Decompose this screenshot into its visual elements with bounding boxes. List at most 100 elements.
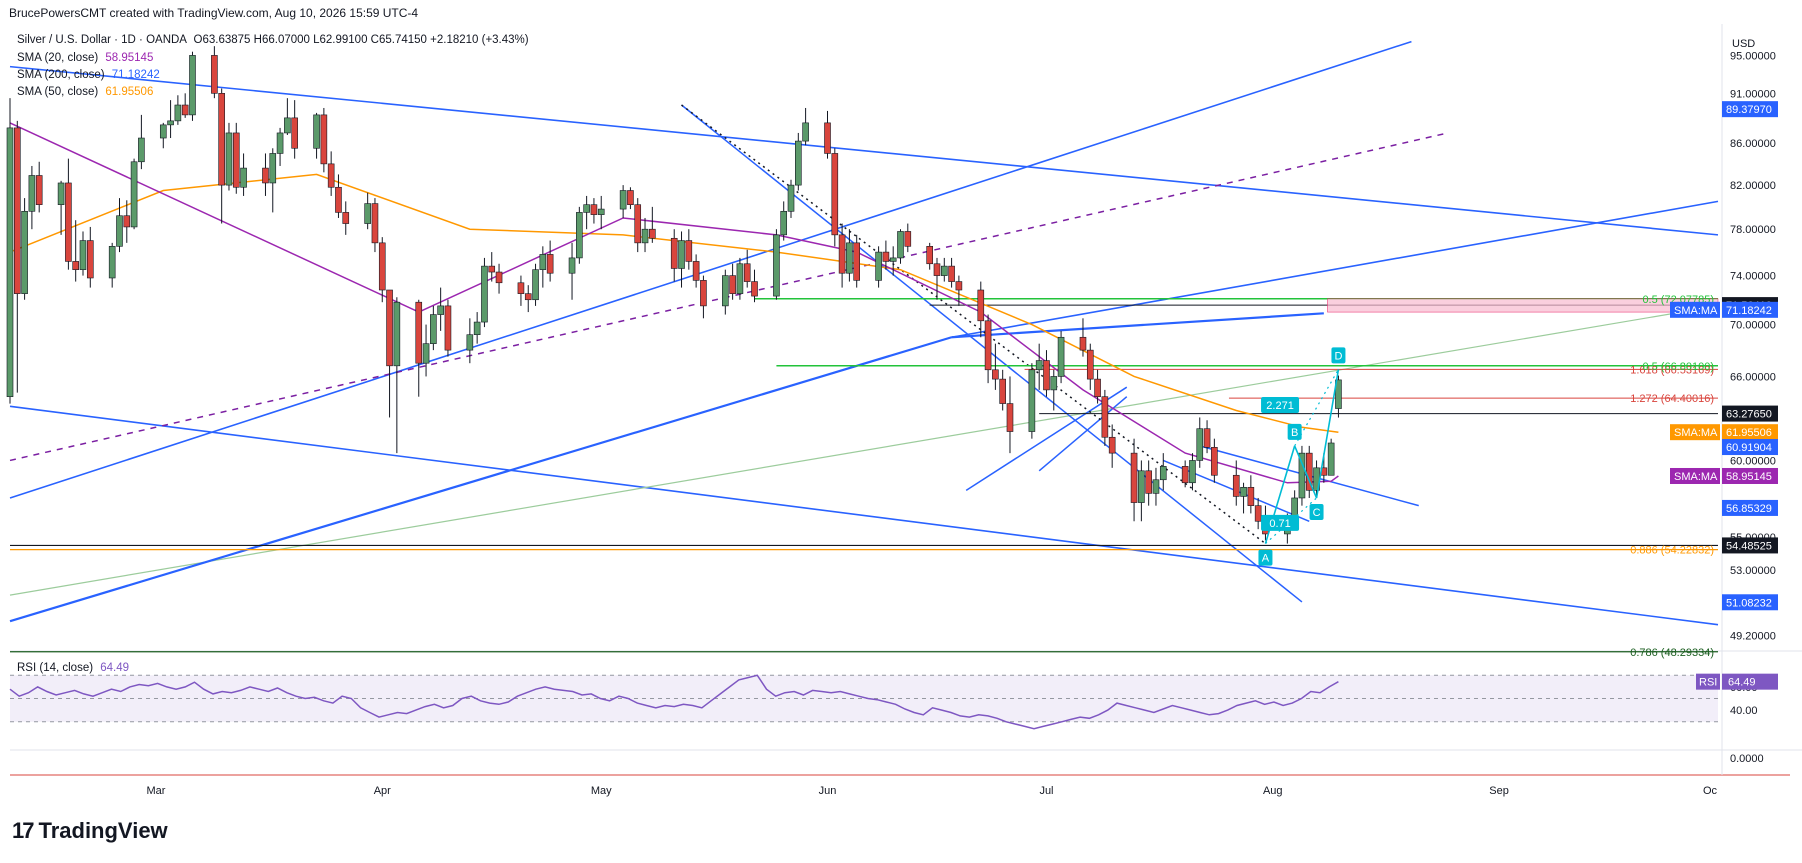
candle-body[interactable] [65, 182, 72, 262]
trendline[interactable] [965, 386, 1128, 491]
candle-body[interactable] [1152, 479, 1160, 494]
candle-body[interactable] [846, 242, 853, 274]
candle-body[interactable] [35, 175, 43, 205]
candle-body[interactable] [415, 301, 423, 364]
candle-body[interactable] [276, 132, 284, 154]
candle-body[interactable] [568, 257, 576, 274]
candle-body[interactable] [955, 281, 963, 291]
candle-body[interactable] [1094, 378, 1101, 398]
sma20-line[interactable] [9, 122, 1339, 484]
candle-body[interactable] [948, 265, 955, 282]
candle-body[interactable] [1298, 452, 1306, 499]
candle-body[interactable] [371, 203, 379, 244]
candle-body[interactable] [627, 190, 634, 205]
candle-body[interactable] [1247, 486, 1255, 506]
candle-body[interactable] [342, 212, 350, 224]
candle-body[interactable] [72, 261, 79, 270]
candle-body[interactable] [773, 234, 780, 297]
candle-body[interactable] [284, 117, 291, 134]
candle-body[interactable] [524, 293, 532, 301]
rsi-legend[interactable]: RSI (14, close) 64.49 [17, 662, 129, 674]
candle-body[interactable] [13, 127, 21, 294]
candle-body[interactable] [1101, 396, 1109, 438]
candle-body[interactable] [940, 265, 948, 276]
candle-body[interactable] [174, 104, 182, 122]
candle-body[interactable] [28, 175, 36, 212]
candle-body[interactable] [327, 163, 335, 188]
candle-body[interactable] [1159, 466, 1167, 481]
candle-body[interactable] [225, 132, 233, 186]
trendline[interactable] [9, 132, 1449, 462]
candle-body[interactable] [729, 275, 736, 294]
candle-body[interactable] [181, 104, 189, 116]
candle-body[interactable] [984, 320, 992, 371]
candle-body[interactable] [539, 254, 547, 270]
candle-body[interactable] [335, 186, 342, 213]
candle-body[interactable] [232, 132, 240, 188]
candle-body[interactable] [1130, 452, 1138, 503]
candle-body[interactable] [218, 93, 225, 186]
candle-body[interactable] [57, 182, 65, 205]
symbol-title[interactable]: Silver / U.S. Dollar · 1D · OANDA [17, 34, 187, 46]
candle-body[interactable] [159, 124, 167, 139]
candle-body[interactable] [780, 210, 788, 236]
sma200-legend[interactable]: SMA (200, close) 71.18242 [17, 69, 160, 81]
candle-body[interactable] [743, 263, 751, 282]
candle-body[interactable] [1028, 369, 1036, 432]
candle-body[interactable] [1203, 428, 1211, 448]
candle-body[interactable] [634, 204, 642, 244]
candle-body[interactable] [1254, 505, 1262, 522]
candle-body[interactable] [386, 289, 393, 367]
candle-body[interactable] [1232, 474, 1240, 497]
candle-body[interactable] [21, 210, 28, 294]
candle-body[interactable] [1086, 349, 1094, 380]
candle-body[interactable] [79, 240, 87, 270]
candle-body[interactable] [795, 140, 802, 186]
candle-body[interactable] [590, 204, 598, 215]
candle-body[interactable] [692, 261, 700, 281]
sma20-legend[interactable]: SMA (20, close) 58.95145 [17, 52, 153, 64]
candle-body[interactable] [313, 114, 320, 149]
candle-body[interactable] [933, 263, 941, 276]
candle-body[interactable] [722, 275, 729, 307]
candle-body[interactable] [473, 321, 481, 336]
candle-body[interactable] [1079, 336, 1087, 351]
candle-body[interactable] [670, 237, 678, 269]
candle-body[interactable] [992, 369, 999, 380]
trendline[interactable] [9, 65, 1719, 236]
pattern-leg[interactable] [1293, 445, 1318, 499]
candle-body[interactable] [488, 265, 496, 273]
candle-body[interactable] [1189, 460, 1196, 484]
candle-body[interactable] [517, 282, 525, 294]
candle-body[interactable] [437, 305, 444, 315]
candle-body[interactable] [875, 251, 882, 281]
candle-body[interactable] [116, 215, 123, 247]
candle-body[interactable] [736, 263, 744, 294]
candle-body[interactable] [583, 204, 590, 213]
candle-body[interactable] [926, 246, 933, 265]
candle-body[interactable] [138, 137, 145, 163]
candle-body[interactable] [86, 240, 94, 279]
candle-body[interactable] [882, 251, 890, 262]
candle-body[interactable] [430, 314, 437, 344]
candle-body[interactable] [108, 246, 116, 279]
candle-body[interactable] [1006, 403, 1014, 432]
trendline[interactable] [9, 40, 1412, 499]
candle-body[interactable] [1145, 470, 1152, 494]
dotted-downtrend-line[interactable] [681, 104, 1266, 545]
candle-body[interactable] [889, 257, 897, 262]
candle-body[interactable] [751, 281, 758, 297]
candle-body[interactable] [1057, 336, 1065, 377]
trendline[interactable] [1038, 396, 1128, 472]
candle-body[interactable] [481, 265, 488, 323]
candle-body[interactable] [532, 269, 539, 301]
trendline[interactable] [951, 200, 1719, 339]
candle-body[interactable] [700, 280, 707, 307]
currency-label[interactable]: USD [1732, 38, 1756, 50]
candle-body[interactable] [597, 208, 605, 215]
candle-body[interactable] [802, 122, 809, 142]
candle-body[interactable] [977, 289, 985, 322]
candle-body[interactable] [1181, 466, 1189, 484]
candle-body[interactable] [262, 167, 269, 184]
